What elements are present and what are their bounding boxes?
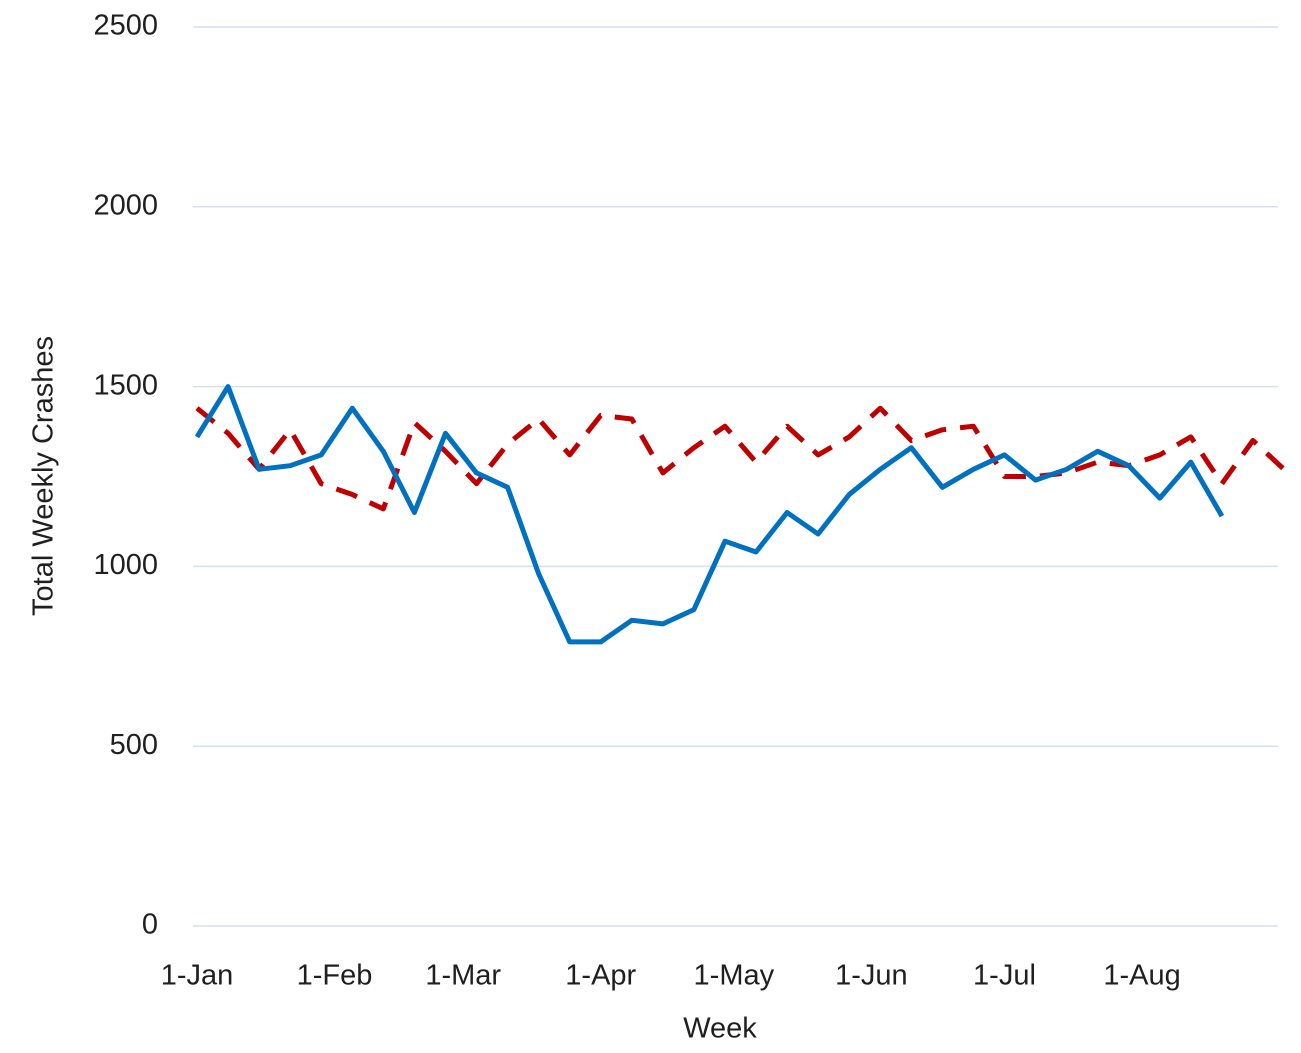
y-tick-label: 0 xyxy=(142,909,158,941)
x-tick-label: 1-Mar xyxy=(425,960,501,992)
y-axis-label: Total Weekly Crashes xyxy=(28,336,60,616)
y-tick-label: 1000 xyxy=(93,549,158,581)
x-tick-label: 1-Feb xyxy=(297,960,373,992)
y-tick-label: 500 xyxy=(110,729,158,761)
x-tick-label: 1-Aug xyxy=(1103,960,1180,992)
x-tick-label: 1-Apr xyxy=(565,960,636,992)
x-tick-label: 1-Jan xyxy=(161,960,234,992)
data-line xyxy=(194,384,1225,645)
y-tick-label: 1500 xyxy=(93,369,158,401)
data-line xyxy=(195,405,1286,512)
y-tick-label: 2500 xyxy=(93,10,158,42)
x-tick-label: 1-Jul xyxy=(973,960,1036,992)
y-tick-label: 2000 xyxy=(93,189,158,221)
x-axis-label: Week xyxy=(683,1013,757,1045)
x-tick-label: 1-May xyxy=(694,960,775,992)
x-tick-label: 1-Jun xyxy=(835,960,908,992)
